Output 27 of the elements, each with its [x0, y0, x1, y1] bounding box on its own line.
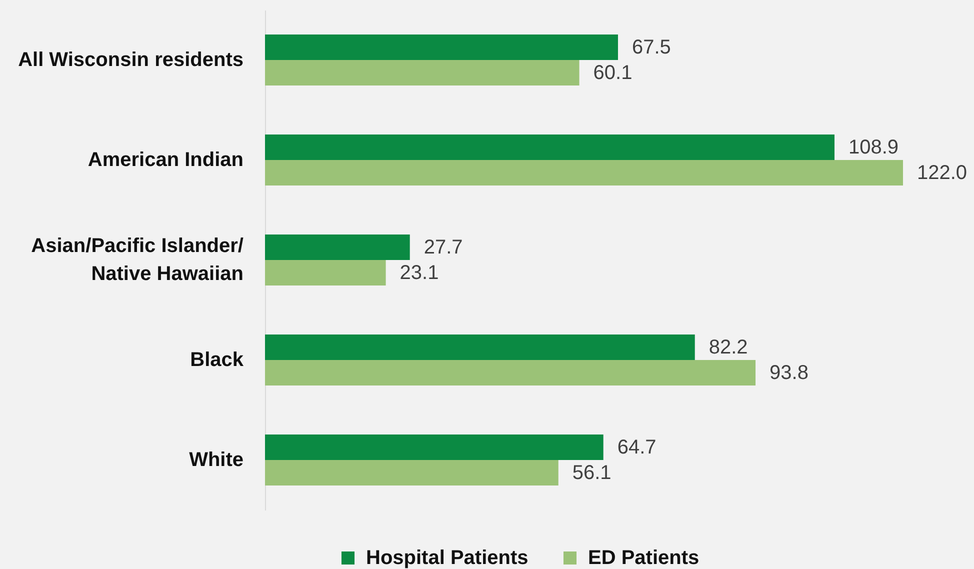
bar — [265, 34, 618, 60]
y-tick-label: Asian/Pacific Islander/ Native Hawaiian — [31, 235, 244, 285]
bar — [265, 334, 695, 360]
data-label: 122.0 — [917, 162, 968, 184]
y-tick-label: American Indian — [88, 149, 244, 171]
legend-label: ED Patients — [588, 547, 700, 569]
legend-label: Hospital Patients — [366, 547, 528, 569]
bar — [265, 160, 903, 186]
data-label: 60.1 — [593, 62, 632, 84]
bar — [265, 460, 558, 486]
bar — [265, 360, 756, 386]
data-label: 93.8 — [770, 362, 808, 384]
data-label: 82.2 — [708, 336, 748, 358]
bar — [265, 60, 580, 86]
data-label: 27.7 — [424, 236, 463, 258]
bar — [265, 234, 410, 260]
bar — [265, 134, 834, 160]
y-tick-label: Black — [190, 349, 244, 371]
data-label: 108.9 — [848, 136, 899, 158]
bar — [265, 434, 604, 460]
data-label: 64.7 — [617, 436, 656, 458]
data-label: 56.1 — [572, 462, 612, 484]
data-label: 67.5 — [632, 36, 671, 58]
y-tick-label: White — [189, 449, 244, 471]
data-label: 23.1 — [400, 262, 439, 284]
y-tick-label: All Wisconsin residents — [18, 49, 244, 71]
bar — [265, 260, 386, 286]
